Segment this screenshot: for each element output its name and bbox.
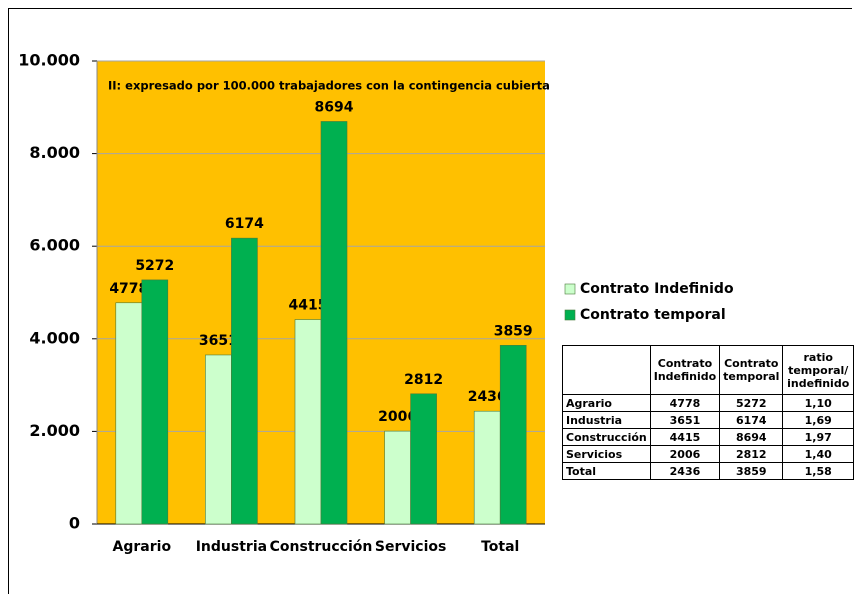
table-cell: Construcción [562,428,651,446]
y-tick-label: 2.000 [29,421,80,440]
data-label: 5272 [135,258,174,274]
table-cell: 2006 [649,445,721,463]
legend-label: Contrato temporal [580,307,726,323]
data-label: 4778 [109,281,148,297]
x-tick-label: Servicios [375,539,446,555]
bar [115,302,143,525]
legend-swatch [564,283,576,295]
x-tick-label: Construcción [270,539,373,555]
header-cell [562,345,651,395]
x-tick-label: Agrario [113,539,172,555]
y-tick-label: 6.000 [29,236,80,255]
table-row: Industria 3651 6174 1,69 [562,411,854,429]
data-label: 6174 [225,216,264,232]
y-tick-label: 0 [69,514,80,533]
table-cell: Industria [562,411,651,429]
table-cell: 1,97 [782,428,854,446]
table-cell: Servicios [562,445,651,463]
table-cell: 4415 [649,428,721,446]
data-label: 2006 [378,409,417,425]
header-cell: ratio temporal/ indefinido [782,345,854,395]
table-body: Agrario 4778 5272 1,10 Industria 3651 6174 1,69… [562,394,854,480]
legend-label: Contrato Indefinido [580,281,734,297]
y-tick-label: 8.000 [29,143,80,162]
table-cell: 6174 [719,411,784,429]
bar [141,279,169,525]
data-label: 3651 [199,333,238,349]
header-row: Contrato Indefinido Contrato temporal rati… [562,345,854,395]
bar [320,121,348,525]
table-cell: 1,58 [782,462,854,480]
table-cell: 1,69 [782,411,854,429]
x-tick-label: Industria [196,539,267,555]
table-cell: 2436 [649,462,721,480]
bar [205,354,232,525]
y-tick-label: 10.000 [18,51,80,70]
table-cell: 3859 [719,462,784,480]
table-row: Total 2436 3859 1,58 [562,462,854,480]
bar [499,345,527,525]
table-cell: 8694 [719,428,784,446]
table-cell: 1,40 [782,445,854,463]
table-cell: Agrario [562,394,651,412]
bar [294,319,322,525]
y-tick-label: 4.000 [29,328,80,347]
table-cell: 5272 [719,394,784,412]
header-cell: Contrato Indefinido [649,345,721,395]
data-label: 8694 [315,99,354,115]
bar [384,430,411,525]
frame [8,8,852,594]
table-cell: Total [562,462,651,480]
data-label: 2812 [404,372,443,388]
annotation: II: expresado por 100.000 trabajadores c… [108,79,550,93]
table-cell: 4778 [649,394,721,412]
table-cell: 1,10 [782,394,854,412]
data-label: 3859 [494,323,533,339]
bar [410,393,437,525]
table-row: Servicios 2006 2812 1,40 [562,445,854,463]
table-row: Construcción 4415 8694 1,97 [562,428,854,446]
header-cell: Contrato temporal [719,345,784,395]
data-label: 4415 [289,298,328,314]
bar [473,410,501,525]
legend-swatch [564,309,576,321]
table-row: Agrario 4778 5272 1,10 [562,394,854,412]
x-tick-label: Total [481,539,519,555]
bar [231,237,258,525]
data-table: Contrato Indefinido Contrato temporal rati… [562,345,854,480]
table-cell: 2812 [719,445,784,463]
data-label: 2436 [468,389,507,405]
table-cell: 3651 [649,411,721,429]
